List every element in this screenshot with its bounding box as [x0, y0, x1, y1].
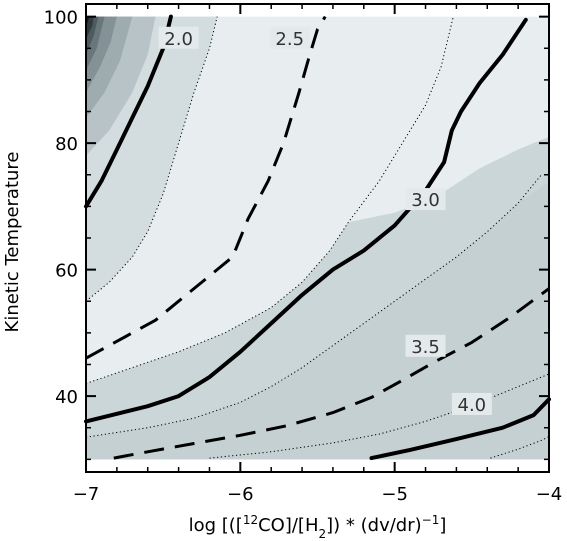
x-axis-label-mid1: CO]/[H — [258, 515, 318, 536]
y-axis-label: Kinetic Temperature — [2, 152, 23, 333]
x-axis-label-suffix: ] — [439, 515, 446, 536]
contour-label-2: 2.0 — [164, 29, 193, 50]
contour-label-bg — [405, 334, 446, 357]
contour-labels: 2.0 2.5 3.0 3.5 4.0 — [158, 26, 492, 416]
contour-label-4: 4.0 — [458, 395, 487, 416]
corner-level-6 — [86, 16, 94, 39]
contour-fill-bands — [86, 16, 549, 460]
y-tick-label: 40 — [55, 387, 78, 408]
x-axis-label-mid2: ]) * (dv/dr) — [326, 515, 422, 536]
contour-line-2-5 — [85, 15, 327, 360]
x-axis-label: log [([12CO]/[H2]) * (dv/dr)−1] — [189, 513, 447, 541]
x-axis-label-sup2: −1 — [422, 513, 440, 527]
contour-label-bg — [269, 26, 310, 49]
x-tick-label: −5 — [381, 484, 408, 505]
contour-label-3-5: 3.5 — [411, 337, 440, 358]
contour-label-bg — [158, 26, 199, 49]
contour-line-3-75 — [209, 373, 550, 459]
contour-line-3-25 — [85, 174, 542, 438]
contour-line-3 — [84, 17, 528, 424]
x-axis-label-sub: 2 — [319, 527, 327, 541]
x-tick-label: −7 — [73, 484, 100, 505]
contour-line-3-5 — [113, 287, 550, 460]
band-1 — [86, 16, 218, 460]
contour-label-2-5: 2.5 — [275, 29, 304, 50]
y-tick-label: 60 — [55, 261, 78, 282]
contour-label-bg — [451, 392, 492, 415]
y-tick-label: 100 — [44, 8, 78, 29]
x-axis-label-sup: 12 — [243, 513, 258, 527]
dark-corner-shading — [86, 16, 156, 156]
y-tick-label: 80 — [55, 134, 78, 155]
contour-label-3: 3.0 — [411, 190, 440, 211]
contour-line-2-75 — [85, 16, 454, 384]
contour-lines — [84, 14, 551, 461]
contour-line-4 — [369, 397, 551, 461]
x-tick-label: −6 — [227, 484, 254, 505]
axis-ticks: −7 −6 −5 −4 40 60 80 100 — [44, 4, 563, 505]
x-axis-label-prefix: log [([ — [189, 515, 243, 536]
x-tick-label: −4 — [536, 484, 563, 505]
band-3 — [86, 181, 549, 460]
contour-label-bg — [405, 188, 446, 211]
